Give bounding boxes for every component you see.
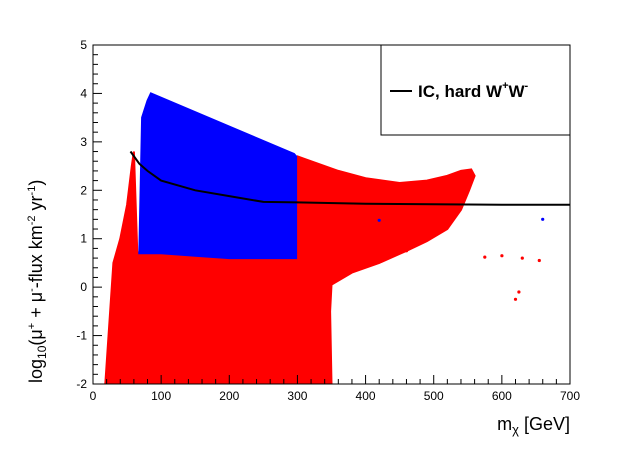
scatter-region-2 [138, 92, 298, 260]
y-axis-tick-labels: -2 -1 0 1 2 3 4 5 [76, 38, 87, 391]
y-tick-label: 5 [80, 38, 87, 52]
y-tick-label: -2 [76, 377, 87, 391]
x-tick-label: 700 [560, 389, 580, 403]
scatter-point [377, 218, 381, 222]
legend-label: IC, hard W+W- [418, 80, 529, 101]
scatter-region-1 [104, 151, 476, 384]
y-tick-label: 3 [80, 135, 87, 149]
scatter-point [541, 217, 545, 221]
x-axis-ticks [92, 375, 571, 384]
scatter-point [537, 258, 541, 263]
scatter-point [500, 254, 504, 258]
scatter-regions [104, 92, 476, 384]
scatter-points [377, 217, 545, 301]
scatter-point [483, 255, 487, 259]
y-tick-label: -1 [76, 329, 87, 343]
plot-frame [92, 44, 571, 385]
scatter-point [517, 290, 521, 294]
y-tick-label: 1 [80, 232, 87, 246]
scatter-point [401, 246, 405, 250]
series-lines [129, 150, 570, 206]
x-tick-label: 0 [90, 389, 97, 403]
y-axis-title: log10(μ+ + μ--flux km-2 yr-1) [26, 180, 49, 383]
legend-box [380, 44, 571, 136]
y-axis-ticks [93, 44, 102, 385]
x-axis-title: mχ [GeV] [497, 414, 570, 437]
x-tick-label: 300 [287, 389, 307, 403]
x-tick-label: 500 [424, 389, 444, 403]
legend: IC, hard W+W- [380, 44, 571, 136]
scatter-point [513, 297, 518, 301]
series-line [129, 150, 570, 206]
x-tick-label: 600 [492, 389, 512, 403]
scatter-point [404, 249, 409, 253]
x-axis-tick-labels: 0 100 200 300 400 500 600 700 [90, 389, 581, 403]
y-tick-label: 0 [80, 280, 87, 294]
y-tick-label: 4 [80, 86, 87, 100]
y-tick-label: 2 [80, 183, 87, 197]
x-tick-label: 400 [356, 389, 376, 403]
x-tick-label: 200 [219, 389, 239, 403]
scatter-point [520, 256, 524, 260]
x-tick-label: 100 [151, 389, 171, 403]
